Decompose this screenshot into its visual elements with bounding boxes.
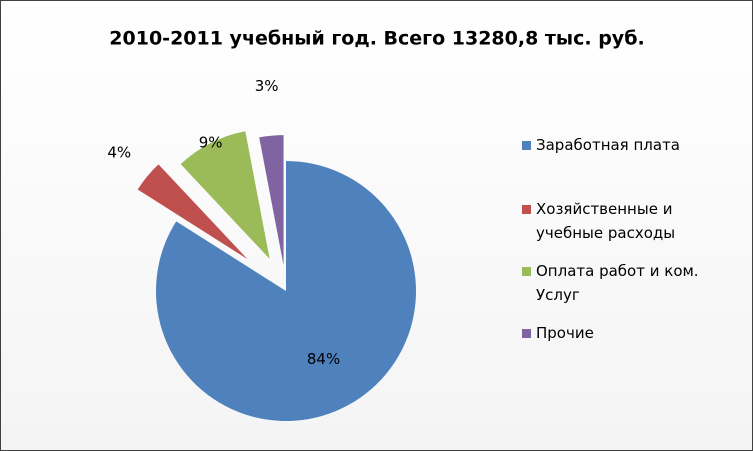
legend-label: Оплата работ и ком. Услуг <box>536 262 699 304</box>
legend-item: Прочие <box>522 321 736 345</box>
legend-label: Прочие <box>536 324 594 342</box>
legend-swatch <box>522 141 531 150</box>
legend-item: Заработная плата <box>522 133 736 157</box>
legend-item: Хозяйственные и учебные расходы <box>522 197 736 245</box>
pie-slice <box>180 131 270 259</box>
pie-slice <box>156 161 416 421</box>
data-label: 9% <box>199 134 223 152</box>
legend-label: Заработная плата <box>536 136 680 154</box>
legend-swatch <box>522 205 531 214</box>
data-label: 84% <box>307 350 340 368</box>
data-label: 4% <box>107 144 131 162</box>
data-label: 3% <box>255 77 279 95</box>
legend-label: Хозяйственные и учебные расходы <box>536 200 676 242</box>
pie-slice <box>259 135 284 266</box>
legend-swatch <box>522 267 531 276</box>
legend-item: Оплата работ и ком. Услуг <box>522 259 736 307</box>
chart-title: 2010-2011 учебный год. Всего 13280,8 тыс… <box>109 28 644 50</box>
pie-slice <box>137 164 248 260</box>
legend-swatch <box>522 329 531 338</box>
